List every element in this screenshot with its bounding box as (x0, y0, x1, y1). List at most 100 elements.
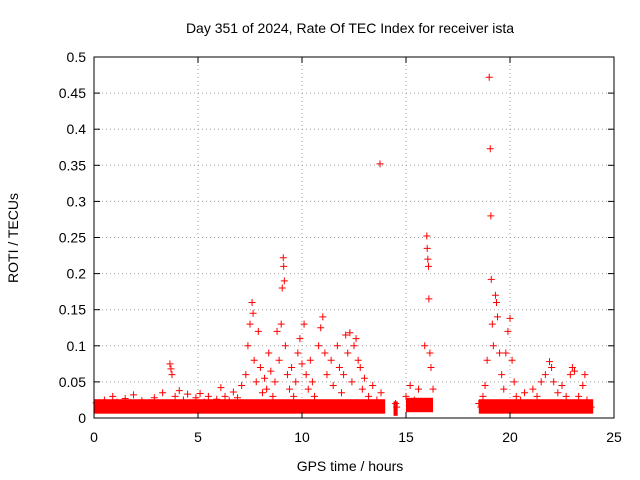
data-point-marker (496, 349, 504, 357)
y-tick-label: 0.4 (67, 121, 87, 137)
data-point-marker (248, 298, 256, 306)
data-point-marker (225, 397, 233, 405)
data-point-marker (360, 374, 368, 382)
data-point-marker (298, 360, 306, 368)
data-point-marker (269, 392, 277, 400)
x-tick-label: 5 (194, 429, 202, 445)
data-point-marker (570, 367, 578, 375)
data-point-marker (154, 399, 162, 407)
data-point-marker (406, 382, 414, 390)
data-point-marker (338, 389, 346, 397)
data-point-marker (280, 262, 288, 270)
data-point-marker (393, 403, 401, 411)
data-point-marker (548, 363, 556, 371)
data-point-marker (421, 342, 429, 350)
data-point-marker (150, 394, 158, 402)
data-point-marker (373, 396, 381, 404)
data-point-marker (200, 398, 208, 406)
data-point-marker (300, 320, 308, 328)
data-point-marker (204, 392, 212, 400)
data-point-marker (352, 335, 360, 343)
data-point-marker (346, 329, 354, 337)
data-point-marker (492, 298, 500, 306)
data-point-marker (121, 395, 129, 403)
data-point-marker (356, 363, 364, 371)
data-point-marker (486, 145, 494, 153)
data-point-marker (427, 363, 435, 371)
data-point-marker (369, 382, 377, 390)
x-tick-label: 25 (606, 429, 622, 445)
data-point-marker (234, 394, 242, 402)
data-point-marker (512, 392, 520, 400)
data-point-marker (376, 160, 384, 168)
data-point-marker (125, 400, 133, 408)
data-point-marker (192, 394, 200, 402)
data-point-marker (213, 395, 221, 403)
data-point-marker (286, 385, 294, 393)
data-point-marker (498, 371, 506, 379)
data-point-marker (209, 401, 217, 409)
data-point-marker (288, 363, 296, 371)
data-point-marker (344, 349, 352, 357)
density-band (478, 399, 594, 414)
data-point-marker (130, 391, 138, 399)
data-point-marker (426, 349, 434, 357)
data-points (92, 73, 595, 413)
data-point-marker (267, 367, 275, 375)
data-point-marker (278, 284, 286, 292)
data-point-marker (491, 291, 499, 299)
y-tick-label: 0.05 (59, 374, 86, 390)
data-point-marker (414, 385, 422, 393)
data-point-marker (504, 327, 512, 335)
data-point-marker (252, 378, 260, 386)
data-point-marker (109, 392, 117, 400)
data-point-marker (306, 356, 314, 364)
chart-title: Day 351 of 2024, Rate Of TEC Index for r… (186, 20, 514, 36)
data-point-marker (329, 382, 337, 390)
x-axis-label: GPS time / hours (297, 458, 404, 474)
data-point-marker (508, 356, 516, 364)
data-point-marker (321, 349, 329, 357)
data-point-marker (541, 371, 549, 379)
data-point-marker (558, 382, 566, 390)
data-point-marker (365, 392, 373, 400)
x-axis-ticks: 0 5 10 15 20 25 (90, 57, 622, 445)
data-point-marker (273, 327, 281, 335)
data-point-marker (487, 275, 495, 283)
data-point-marker (485, 73, 493, 81)
y-tick-label: 0.45 (59, 85, 86, 101)
data-point-marker (354, 356, 362, 364)
data-point-marker (290, 392, 298, 400)
data-point-marker (138, 397, 146, 405)
data-point-marker (494, 313, 502, 321)
data-point-marker (315, 342, 323, 350)
data-point-marker (317, 324, 325, 332)
data-point-marker (410, 396, 418, 404)
data-point-marker (238, 382, 246, 390)
data-point-marker (221, 392, 229, 400)
data-point-marker (168, 371, 176, 379)
y-tick-label: 0.2 (67, 266, 87, 282)
data-point-marker (340, 371, 348, 379)
x-tick-label: 10 (294, 429, 310, 445)
data-point-marker (348, 378, 356, 386)
data-point-marker (319, 313, 327, 321)
data-point-marker (481, 382, 489, 390)
data-density-bands (94, 397, 594, 416)
data-point-marker (402, 392, 410, 400)
data-point-marker (279, 254, 287, 262)
y-tick-label: 0.1 (67, 338, 87, 354)
data-point-marker (179, 396, 187, 404)
data-point-marker (271, 378, 279, 386)
y-tick-label: 0.3 (67, 193, 87, 209)
data-point-marker (554, 389, 562, 397)
data-point-marker (258, 389, 266, 397)
data-point-marker (424, 255, 432, 263)
data-point-marker (310, 392, 318, 400)
data-point-marker (166, 360, 174, 368)
data-point-marker (277, 320, 285, 328)
data-point-marker (246, 320, 254, 328)
data-point-marker (250, 356, 258, 364)
data-point-marker (475, 400, 483, 408)
data-point-marker (217, 384, 225, 392)
